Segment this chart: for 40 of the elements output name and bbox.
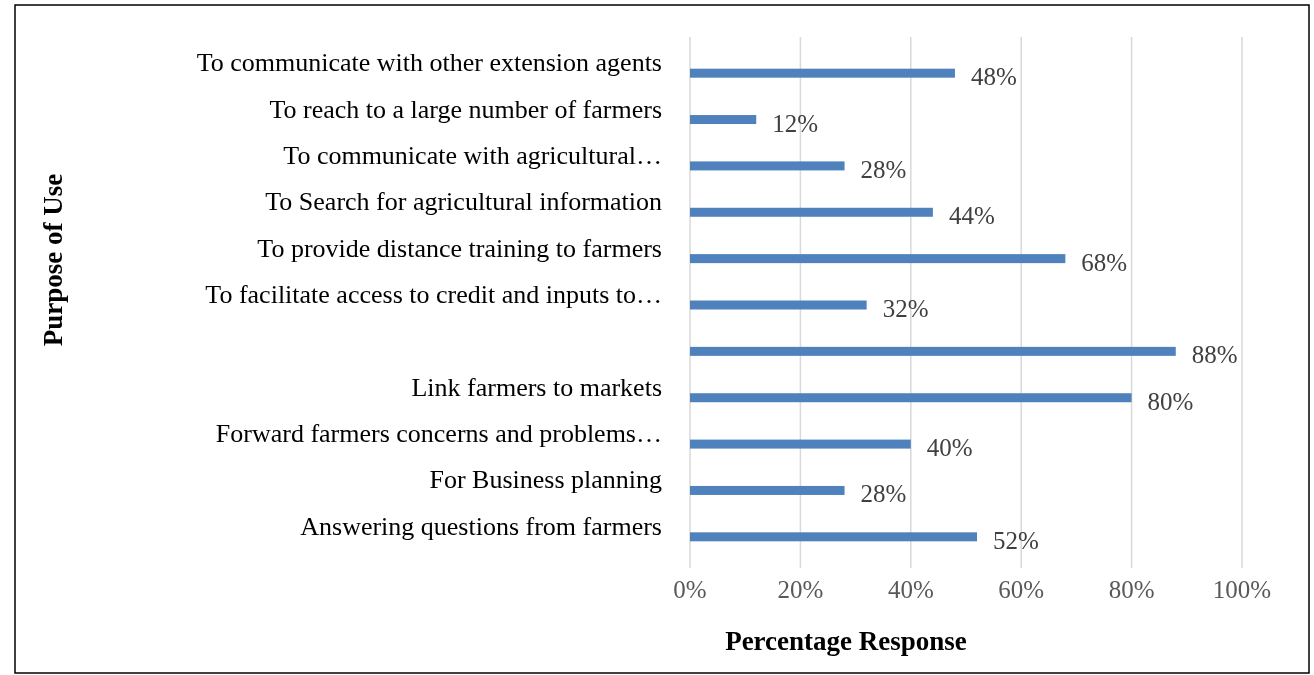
y-tick-label: For Business planning <box>429 465 662 495</box>
y-tick-label: Forward farmers concerns and problems… <box>215 419 662 449</box>
bar <box>690 207 933 217</box>
bar <box>690 300 867 310</box>
bar <box>690 68 955 78</box>
bar <box>690 393 1132 403</box>
bar <box>690 115 757 125</box>
bar <box>690 532 978 542</box>
x-tick-label: 0% <box>673 576 707 603</box>
data-label: 52% <box>993 526 1039 554</box>
data-label: 68% <box>1081 248 1128 276</box>
data-label: 80% <box>1147 387 1194 415</box>
data-label: 28% <box>860 480 907 508</box>
x-tick-label: 40% <box>887 576 934 603</box>
y-axis-title: Purpose of Use <box>38 173 68 347</box>
data-label: 88% <box>1191 341 1238 369</box>
y-tick-label: Link farmers to markets <box>411 372 662 402</box>
bar <box>690 254 1066 264</box>
y-tick-label: To communicate with other extension agents <box>196 48 662 78</box>
data-label: 32% <box>882 295 929 322</box>
data-label: 44% <box>948 202 995 230</box>
x-tick-label: 20% <box>777 576 824 603</box>
data-label: 12% <box>772 109 819 137</box>
data-label: 40% <box>926 434 973 462</box>
bar <box>690 485 845 495</box>
bar <box>690 161 845 171</box>
y-tick-label: To reach to a large number of farmers <box>269 94 662 124</box>
data-label: 48% <box>970 63 1017 91</box>
x-tick-label: 100% <box>1212 576 1272 603</box>
y-tick-label: To provide distance training to farmers <box>257 233 662 263</box>
x-tick-label: 60% <box>998 576 1045 603</box>
y-tick-label: Answering questions from farmers <box>300 511 662 541</box>
y-tick-label: To communicate with agricultural… <box>283 140 662 170</box>
y-tick-label: To Search for agricultural information <box>265 187 662 217</box>
x-axis-title: Percentage Response <box>725 626 967 656</box>
x-tick-label: 80% <box>1108 576 1155 603</box>
data-label: 28% <box>860 155 907 183</box>
bar <box>690 346 1176 356</box>
bar <box>690 439 911 449</box>
y-tick-label: To facilitate access to credit and inputs to… <box>205 280 662 309</box>
